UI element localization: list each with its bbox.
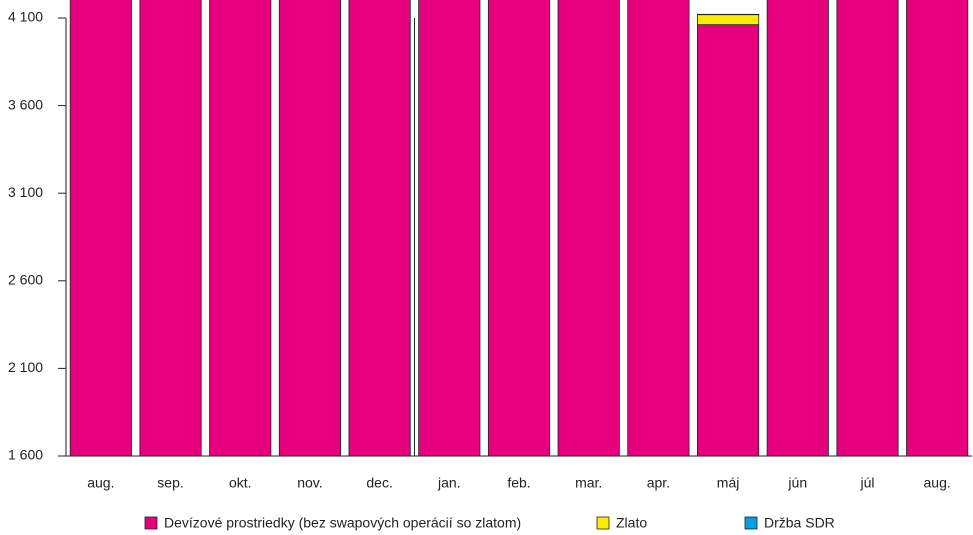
x-tick-label: sep. [157,475,183,491]
bar-segment [627,0,690,457]
x-tick-label: okt. [229,475,252,491]
x-tick-label: dec. [366,475,392,491]
bar-segment [69,0,132,457]
x-tick-label: mar. [575,475,602,491]
x-tick-label: apr. [647,475,670,491]
y-tick-label: 2 100 [8,359,43,375]
legend-swatch [744,516,758,530]
x-tick-label: aug. [924,475,951,491]
y-tick-label: 4 100 [8,9,43,25]
y-tick-label: 3 600 [8,96,43,112]
bar-segment [766,0,829,457]
bar-segment [139,0,202,457]
x-tick-label: nov. [297,475,322,491]
x-tick-label: jan. [437,475,461,491]
legend-label: Devízové prostriedky (bez swapových oper… [164,515,521,531]
y-tick-label: 1 600 [8,447,43,463]
bar-segment [487,0,551,457]
bar-segment [697,14,760,26]
legend-swatch [144,516,158,530]
bar-segment [418,0,481,457]
bar-segment [348,0,411,457]
bar-segment [697,24,760,457]
legend-swatch [596,516,610,530]
x-tick-label: aug. [87,475,114,491]
legend-label: Zlato [616,515,647,531]
bar-segment [557,0,620,457]
bar-segment [906,0,969,457]
y-tick-label: 2 600 [8,272,43,288]
x-tick-label: máj [717,475,740,491]
y-tick-label: 3 100 [8,184,43,200]
x-tick-label: júl [859,475,874,491]
x-tick-label: feb. [507,475,530,491]
bar-segment [278,0,341,457]
x-tick-label: jún [787,475,807,491]
bar-segment [209,0,272,457]
bar-segment [836,0,899,457]
legend-label: Držba SDR [764,515,835,531]
